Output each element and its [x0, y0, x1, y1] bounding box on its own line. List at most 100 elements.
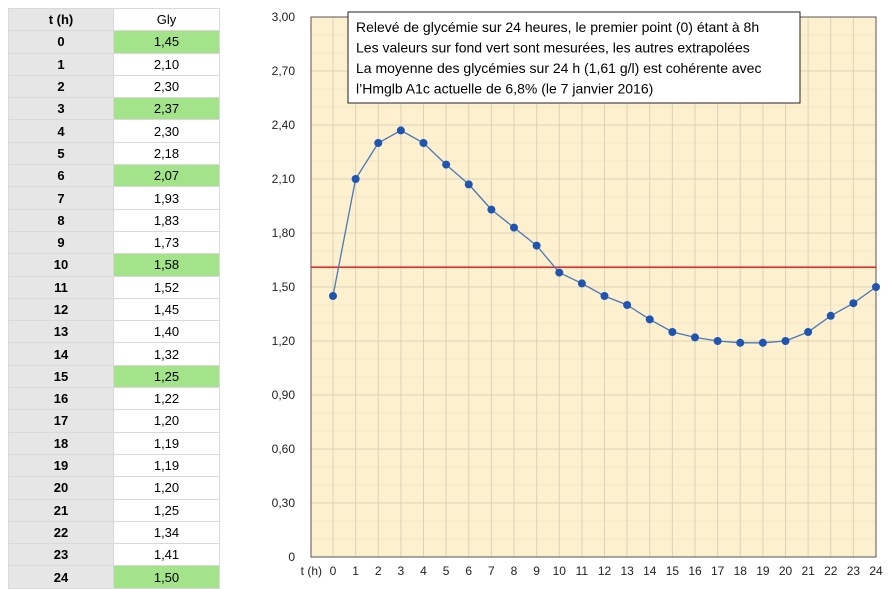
x-tick-label: 8 — [511, 564, 518, 578]
cell-t[interactable]: 0 — [8, 30, 114, 54]
x-tick-label: 3 — [398, 564, 405, 578]
table-row: 11 1,52 — [8, 275, 220, 299]
cell-t[interactable]: 17 — [8, 409, 114, 433]
data-point — [623, 301, 632, 309]
cell-gly[interactable]: 1,45 — [113, 297, 220, 322]
cell-t[interactable]: 16 — [8, 387, 114, 411]
cell-gly[interactable]: 1,19 — [113, 431, 220, 455]
x-tick-label: 7 — [488, 564, 495, 578]
table-row: 3 2,37 — [8, 97, 220, 121]
table-row: 4 2,30 — [8, 119, 220, 143]
cell-t[interactable]: 10 — [8, 253, 114, 277]
cell-gly[interactable]: 1,41 — [113, 543, 220, 567]
cell-gly[interactable]: 2,30 — [113, 119, 220, 143]
y-tick-label: 0,30 — [272, 496, 296, 510]
cell-t[interactable]: 5 — [8, 141, 114, 166]
table-row: 10 1,58 — [8, 253, 220, 277]
cell-t[interactable]: 13 — [8, 320, 114, 344]
cell-t[interactable]: 21 — [8, 498, 114, 522]
data-point — [826, 311, 835, 320]
cell-gly-measured[interactable]: 2,37 — [113, 97, 220, 121]
cell-t[interactable]: 1 — [8, 52, 114, 76]
y-axis-tick-labels: 0 0,30 0,60 0,90 1,20 1,50 1,80 2,10 2,40 2,70 3,0… — [272, 10, 296, 564]
x-tick-label: 10 — [553, 564, 567, 578]
cell-t[interactable]: 20 — [8, 476, 114, 500]
data-point — [758, 338, 767, 347]
cell-gly[interactable]: 1,22 — [113, 387, 220, 411]
cell-t[interactable]: 23 — [8, 543, 114, 567]
cell-t[interactable]: 22 — [8, 520, 114, 545]
cell-t[interactable]: 19 — [8, 453, 114, 478]
cell-t[interactable]: 3 — [8, 97, 114, 121]
data-point — [668, 328, 677, 336]
y-tick-label: 1,80 — [272, 226, 296, 240]
data-point — [645, 315, 654, 324]
x-tick-label: 6 — [465, 564, 472, 578]
data-point — [351, 175, 360, 183]
cell-gly[interactable]: 1,19 — [113, 453, 220, 478]
cell-t[interactable]: 14 — [8, 342, 114, 366]
x-tick-label: 12 — [598, 564, 612, 578]
x-tick-label: 1 — [352, 564, 359, 578]
cell-gly[interactable]: 1,52 — [113, 275, 220, 299]
data-point — [419, 139, 428, 147]
x-tick-label: 16 — [688, 564, 702, 578]
table-row: 19 1,19 — [8, 453, 220, 478]
cell-gly[interactable]: 1,34 — [113, 520, 220, 545]
data-point — [329, 292, 337, 300]
header-t[interactable]: t (h) — [8, 7, 114, 32]
x-tick-label: 20 — [779, 564, 793, 578]
y-tick-label: 0,90 — [272, 388, 296, 402]
cell-t[interactable]: 8 — [8, 208, 114, 232]
table-row: 24 1,50 — [8, 565, 220, 589]
x-tick-label: 5 — [443, 564, 450, 578]
table-row: 8 1,83 — [8, 208, 220, 232]
cell-gly[interactable]: 1,25 — [113, 498, 220, 522]
annotation-line: l’Hmglb A1c actuelle de 6,8% (le 7 janvi… — [356, 81, 653, 97]
x-tick-label: 21 — [801, 564, 815, 578]
table-row: 20 1,20 — [8, 476, 220, 500]
data-point — [849, 299, 858, 308]
cell-gly[interactable]: 2,10 — [113, 52, 220, 76]
table-row: 7 1,93 — [8, 186, 220, 210]
data-point — [555, 268, 564, 277]
x-axis-label: t (h) — [301, 564, 322, 578]
data-point — [691, 333, 699, 342]
cell-gly-measured[interactable]: 1,25 — [113, 364, 220, 389]
table-row: 17 1,20 — [8, 409, 220, 433]
cell-t[interactable]: 18 — [8, 431, 114, 455]
x-tick-label: 24 — [869, 564, 883, 578]
cell-t[interactable]: 15 — [8, 364, 114, 389]
cell-gly[interactable]: 1,20 — [113, 476, 220, 500]
series-markers — [329, 126, 880, 347]
cell-gly-measured[interactable]: 1,58 — [113, 253, 220, 277]
table-row: 18 1,19 — [8, 431, 220, 455]
cell-gly[interactable]: 1,93 — [113, 186, 220, 210]
table-row: 21 1,25 — [8, 498, 220, 522]
data-point — [487, 205, 496, 214]
cell-t[interactable]: 9 — [8, 230, 114, 255]
header-gly[interactable]: Gly — [113, 7, 220, 32]
table-row: 6 2,07 — [8, 164, 220, 188]
x-axis-tick-labels: 0 1 2 3 4 5 6 7 8 9 10 11 12 13 14 15 16 17 18 19 20 21 22 23 24 — [330, 564, 883, 578]
y-tick-label: 3,00 — [272, 10, 296, 24]
x-tick-label: 15 — [666, 564, 680, 578]
cell-gly[interactable]: 2,30 — [113, 74, 220, 99]
cell-t[interactable]: 6 — [8, 164, 114, 188]
cell-t[interactable]: 24 — [8, 565, 114, 589]
y-tick-label: 2,70 — [272, 64, 296, 78]
cell-gly-measured[interactable]: 2,07 — [113, 164, 220, 188]
data-point — [577, 279, 586, 288]
table-row: 9 1,73 — [8, 230, 220, 255]
cell-t[interactable]: 7 — [8, 186, 114, 210]
table-header-row: t (h) Gly — [8, 7, 220, 32]
x-tick-label: 18 — [734, 564, 748, 578]
data-point — [736, 338, 745, 347]
data-point — [442, 160, 451, 169]
cell-gly[interactable]: 1,73 — [113, 230, 220, 255]
data-point — [374, 139, 383, 147]
table-row: 15 1,25 — [8, 364, 220, 389]
cell-t[interactable]: 12 — [8, 297, 114, 322]
y-tick-label: 2,10 — [272, 172, 296, 186]
